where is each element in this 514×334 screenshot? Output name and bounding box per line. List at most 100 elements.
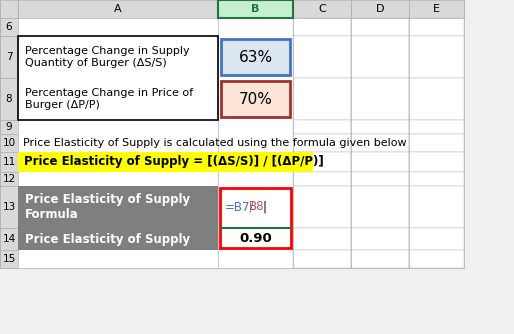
Text: 70%: 70% <box>238 92 272 107</box>
Text: Price Elasticity of Supply is calculated using the formula given below: Price Elasticity of Supply is calculated… <box>23 138 407 148</box>
Bar <box>351 134 409 152</box>
Text: 13: 13 <box>3 202 15 212</box>
Text: E: E <box>433 4 440 14</box>
Bar <box>351 0 409 18</box>
Bar <box>351 172 409 186</box>
Text: Price Elasticity of Supply: Price Elasticity of Supply <box>25 232 190 245</box>
Bar <box>293 172 351 186</box>
Bar <box>18 120 218 134</box>
Bar <box>0 186 18 228</box>
Bar <box>18 36 218 78</box>
Bar <box>293 78 351 120</box>
Text: 63%: 63% <box>238 49 272 64</box>
Bar <box>218 250 293 268</box>
Bar <box>18 228 218 250</box>
Bar <box>409 186 464 228</box>
Text: Price Elasticity of Supply
Formula: Price Elasticity of Supply Formula <box>25 193 190 221</box>
Bar <box>351 36 409 78</box>
Text: 11: 11 <box>3 157 15 167</box>
Bar <box>351 18 409 36</box>
Bar <box>0 18 18 36</box>
Bar <box>409 36 464 78</box>
Text: B8: B8 <box>249 200 265 213</box>
Bar <box>18 186 218 228</box>
Bar <box>18 18 218 36</box>
Bar <box>351 186 409 228</box>
Bar <box>0 134 18 152</box>
Text: 12: 12 <box>3 174 15 184</box>
Bar <box>293 152 351 172</box>
Text: D: D <box>376 4 384 14</box>
Bar <box>218 228 293 250</box>
Bar <box>293 228 351 250</box>
Text: =B7/: =B7/ <box>225 200 254 213</box>
Bar <box>18 228 218 250</box>
Bar <box>218 78 293 120</box>
Text: B: B <box>251 4 260 14</box>
Text: A: A <box>114 4 122 14</box>
Bar <box>351 120 409 134</box>
Bar <box>18 134 218 152</box>
Text: 14: 14 <box>3 234 15 244</box>
Bar <box>409 134 464 152</box>
Text: 0.90: 0.90 <box>239 232 272 245</box>
Bar <box>351 250 409 268</box>
Bar <box>409 120 464 134</box>
Text: Price Elasticity of Supply = [(ΔS/S)] / [(ΔP/P)]: Price Elasticity of Supply = [(ΔS/S)] / … <box>24 156 324 168</box>
Bar <box>18 36 218 120</box>
Text: Percentage Change in Supply
Quantity of Burger (ΔS/S): Percentage Change in Supply Quantity of … <box>25 46 190 68</box>
Text: 15: 15 <box>3 254 15 264</box>
Bar <box>293 134 351 152</box>
Bar <box>218 134 293 152</box>
Text: 8: 8 <box>6 94 12 104</box>
Bar <box>18 250 218 268</box>
Bar <box>0 228 18 250</box>
Bar <box>218 186 293 228</box>
Bar <box>18 152 313 172</box>
Bar <box>351 78 409 120</box>
Text: 10: 10 <box>3 138 15 148</box>
Bar <box>351 228 409 250</box>
Bar <box>0 36 18 78</box>
Bar <box>409 18 464 36</box>
Bar <box>0 120 18 134</box>
Bar <box>409 228 464 250</box>
Bar <box>218 0 293 18</box>
Bar <box>293 186 351 228</box>
Bar <box>0 0 18 18</box>
Bar <box>220 188 291 248</box>
Bar <box>409 78 464 120</box>
Bar <box>409 152 464 172</box>
Bar <box>18 172 218 186</box>
Bar <box>351 152 409 172</box>
Bar <box>293 250 351 268</box>
Bar <box>0 172 18 186</box>
Bar <box>218 36 293 78</box>
Bar <box>221 39 290 75</box>
Text: C: C <box>318 4 326 14</box>
Bar <box>218 152 293 172</box>
Bar <box>409 0 464 18</box>
Bar <box>0 78 18 120</box>
Bar <box>218 172 293 186</box>
Bar <box>218 18 293 36</box>
Bar <box>0 152 18 172</box>
Bar <box>409 250 464 268</box>
Bar <box>18 0 218 18</box>
Bar <box>293 36 351 78</box>
Bar <box>221 81 290 117</box>
Bar <box>409 172 464 186</box>
Text: Percentage Change in Price of
Burger (ΔP/P): Percentage Change in Price of Burger (ΔP… <box>25 88 193 110</box>
Bar <box>293 0 351 18</box>
Text: 7: 7 <box>6 52 12 62</box>
Bar <box>18 78 218 120</box>
Bar <box>293 120 351 134</box>
Text: |: | <box>263 200 267 213</box>
Bar <box>218 120 293 134</box>
Bar <box>18 152 218 172</box>
Bar <box>18 186 218 228</box>
Bar <box>0 250 18 268</box>
Text: 6: 6 <box>6 22 12 32</box>
Bar <box>293 18 351 36</box>
Text: 9: 9 <box>6 122 12 132</box>
